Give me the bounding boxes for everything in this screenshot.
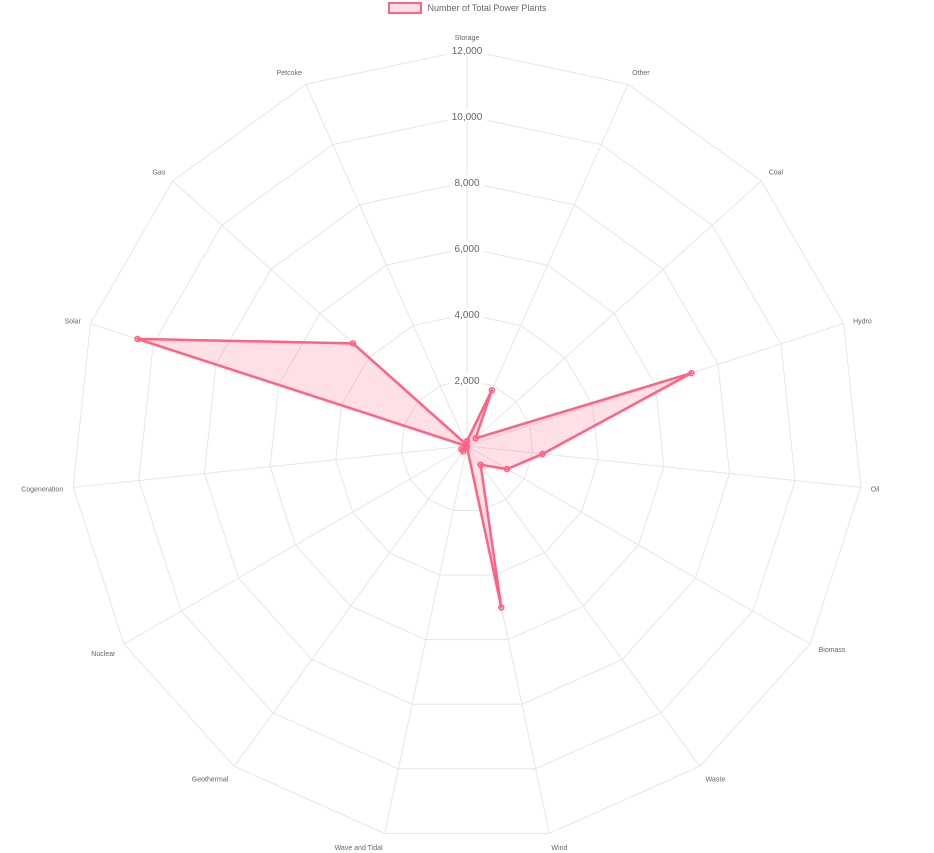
angle-line <box>466 445 861 488</box>
angle-line <box>233 445 468 767</box>
angle-line <box>466 84 629 447</box>
tick-backdrop <box>450 307 484 320</box>
data-point-gas[interactable] <box>349 340 357 347</box>
category-label: Nuclear <box>91 651 116 658</box>
data-point-nuclear[interactable] <box>458 446 465 453</box>
data-point-waste[interactable] <box>477 461 484 468</box>
tick-backdrop <box>447 109 487 122</box>
angle-line <box>305 84 468 447</box>
category-label: Biomass <box>819 647 846 654</box>
grid-ring <box>269 247 665 641</box>
category-label: Cogeneration <box>21 486 63 493</box>
legend-label: Number of Total Power Plants <box>427 3 547 13</box>
angle-line <box>466 445 811 645</box>
category-label: Waste <box>706 776 726 783</box>
tick-backdrop <box>450 373 484 386</box>
angle-line <box>466 445 701 767</box>
grid-ring <box>138 115 796 770</box>
legend[interactable]: Number of Total Power Plants <box>0 2 934 14</box>
r-axis-tick-label: 10,000 <box>452 112 483 123</box>
category-label: Coal <box>769 169 784 176</box>
grid-ring <box>203 181 731 705</box>
r-axis-tick-label: 6,000 <box>454 244 479 255</box>
category-label: Solar <box>65 319 82 326</box>
legend-swatch <box>387 2 422 14</box>
r-axis-tick-label: 2,000 <box>454 376 479 387</box>
category-label: Petcoke <box>277 70 302 77</box>
category-label: Geothermal <box>192 776 229 783</box>
data-point-solar[interactable] <box>134 335 141 343</box>
angle-line <box>73 445 468 488</box>
angle-line <box>384 445 468 834</box>
grid-ring <box>400 379 534 512</box>
data-point-biomass[interactable] <box>503 465 511 473</box>
data-point-other[interactable] <box>488 386 496 394</box>
category-label: Oil <box>871 486 880 493</box>
grid-ring <box>72 49 862 834</box>
category-label: Other <box>632 70 650 77</box>
r-axis-tick-label: 8,000 <box>454 178 479 189</box>
r-axis-tick-label: 12,000 <box>452 46 483 57</box>
tick-backdrop <box>450 175 484 188</box>
data-point-hydro[interactable] <box>688 369 695 377</box>
grid-ring <box>335 313 599 576</box>
r-axis-tick-label: 4,000 <box>454 310 479 321</box>
category-label: Storage <box>455 35 480 42</box>
category-label: Wind <box>551 845 567 852</box>
tick-backdrop <box>447 43 487 56</box>
tick-backdrop <box>450 241 484 254</box>
data-point-coal[interactable] <box>472 435 479 442</box>
series-area <box>136 337 693 609</box>
category-label: Gas <box>152 169 165 176</box>
category-label: Hydro <box>853 319 872 326</box>
category-label: Wave and Tidal <box>335 845 383 852</box>
angle-line <box>123 445 468 645</box>
angle-line <box>466 180 762 447</box>
data-point-oil[interactable] <box>539 450 546 458</box>
data-point-wind[interactable] <box>498 604 505 611</box>
data-point-petcoke[interactable] <box>463 441 470 448</box>
